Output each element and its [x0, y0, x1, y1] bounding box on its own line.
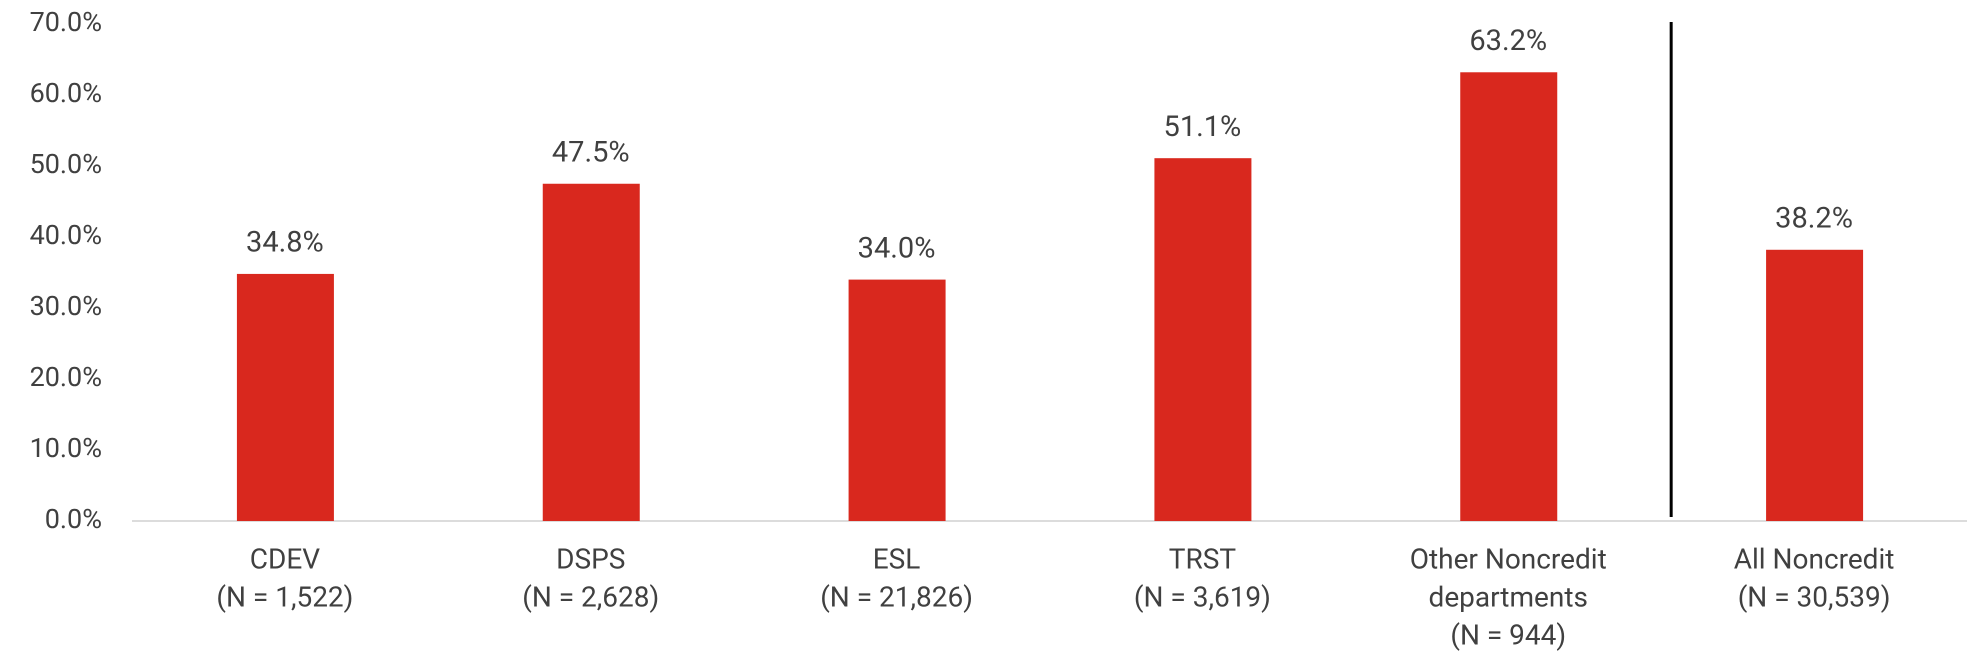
y-tick-label: 50.0% — [30, 148, 102, 180]
x-tick-label: (N = 30,539) — [1738, 580, 1891, 613]
y-tick-label: 40.0% — [30, 219, 102, 251]
data-label: 34.0% — [858, 231, 936, 265]
data-label: 51.1% — [1164, 110, 1242, 144]
y-tick-label: 70.0% — [30, 6, 102, 38]
x-tick-label: CDEV — [250, 542, 321, 575]
data-label: 63.2% — [1469, 24, 1547, 58]
y-tick-label: 0.0% — [45, 503, 102, 535]
x-tick-label: All Noncredit — [1734, 542, 1895, 575]
y-tick-label: 30.0% — [30, 290, 102, 322]
x-tick-label: (N = 944) — [1450, 618, 1566, 651]
x-tick-label: (N = 21,826) — [820, 580, 973, 613]
x-tick-label: (N = 1,522) — [216, 580, 353, 613]
y-tick-label: 60.0% — [30, 77, 102, 109]
data-label: 47.5% — [552, 135, 630, 169]
bar — [1460, 72, 1558, 521]
bar — [1766, 249, 1864, 521]
x-tick-label: ESL — [873, 542, 921, 575]
x-tick-label: departments — [1429, 580, 1588, 613]
x-tick-label: (N = 3,619) — [1134, 580, 1271, 613]
bar — [1154, 158, 1252, 521]
x-tick-label: DSPS — [556, 542, 625, 575]
bar — [236, 273, 334, 521]
x-tick-label: Other Noncredit — [1410, 542, 1607, 575]
data-label: 34.8% — [246, 226, 324, 260]
bar — [542, 183, 640, 521]
x-tick-label: (N = 2,628) — [522, 580, 659, 613]
data-label: 38.2% — [1775, 201, 1853, 235]
x-tick-label: TRST — [1169, 542, 1237, 575]
y-tick-label: 10.0% — [30, 432, 102, 464]
y-tick-label: 20.0% — [30, 361, 102, 393]
bar — [848, 279, 946, 521]
